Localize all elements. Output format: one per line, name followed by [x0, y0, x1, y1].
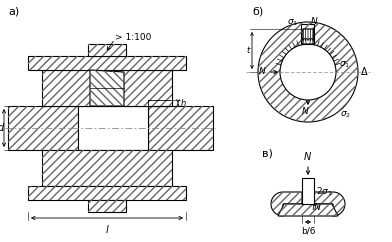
Circle shape [280, 44, 336, 100]
Polygon shape [78, 106, 148, 150]
Text: $\sigma_1$: $\sigma_1$ [287, 18, 298, 28]
Polygon shape [314, 192, 345, 216]
Text: t: t [247, 46, 250, 55]
Text: fN: fN [311, 203, 321, 212]
Text: б): б) [252, 6, 263, 16]
Text: в): в) [262, 148, 273, 158]
Polygon shape [28, 186, 186, 200]
Polygon shape [303, 29, 314, 44]
Text: N: N [301, 107, 309, 116]
Circle shape [258, 22, 358, 122]
Text: h: h [181, 98, 186, 107]
Polygon shape [301, 24, 314, 44]
Polygon shape [8, 106, 78, 150]
Text: d: d [0, 123, 4, 133]
Polygon shape [42, 150, 172, 186]
Text: $\sigma_2$: $\sigma_2$ [340, 109, 351, 120]
Polygon shape [278, 204, 338, 216]
Polygon shape [42, 70, 172, 106]
Polygon shape [302, 178, 314, 204]
Text: $2\sigma_1$: $2\sigma_1$ [316, 186, 333, 198]
Text: N: N [259, 67, 266, 76]
Text: a): a) [8, 6, 19, 16]
Polygon shape [271, 192, 302, 216]
Text: N: N [303, 152, 310, 162]
Text: N: N [311, 17, 318, 27]
Text: > 1:100: > 1:100 [115, 33, 151, 43]
Polygon shape [148, 106, 213, 150]
Text: l: l [105, 225, 108, 235]
Polygon shape [90, 70, 124, 106]
Text: b/6: b/6 [301, 226, 315, 235]
Text: $\sigma_1$: $\sigma_1$ [339, 59, 350, 69]
Polygon shape [88, 200, 126, 212]
Text: Δ: Δ [361, 67, 368, 77]
Polygon shape [88, 44, 126, 56]
Polygon shape [28, 56, 186, 70]
